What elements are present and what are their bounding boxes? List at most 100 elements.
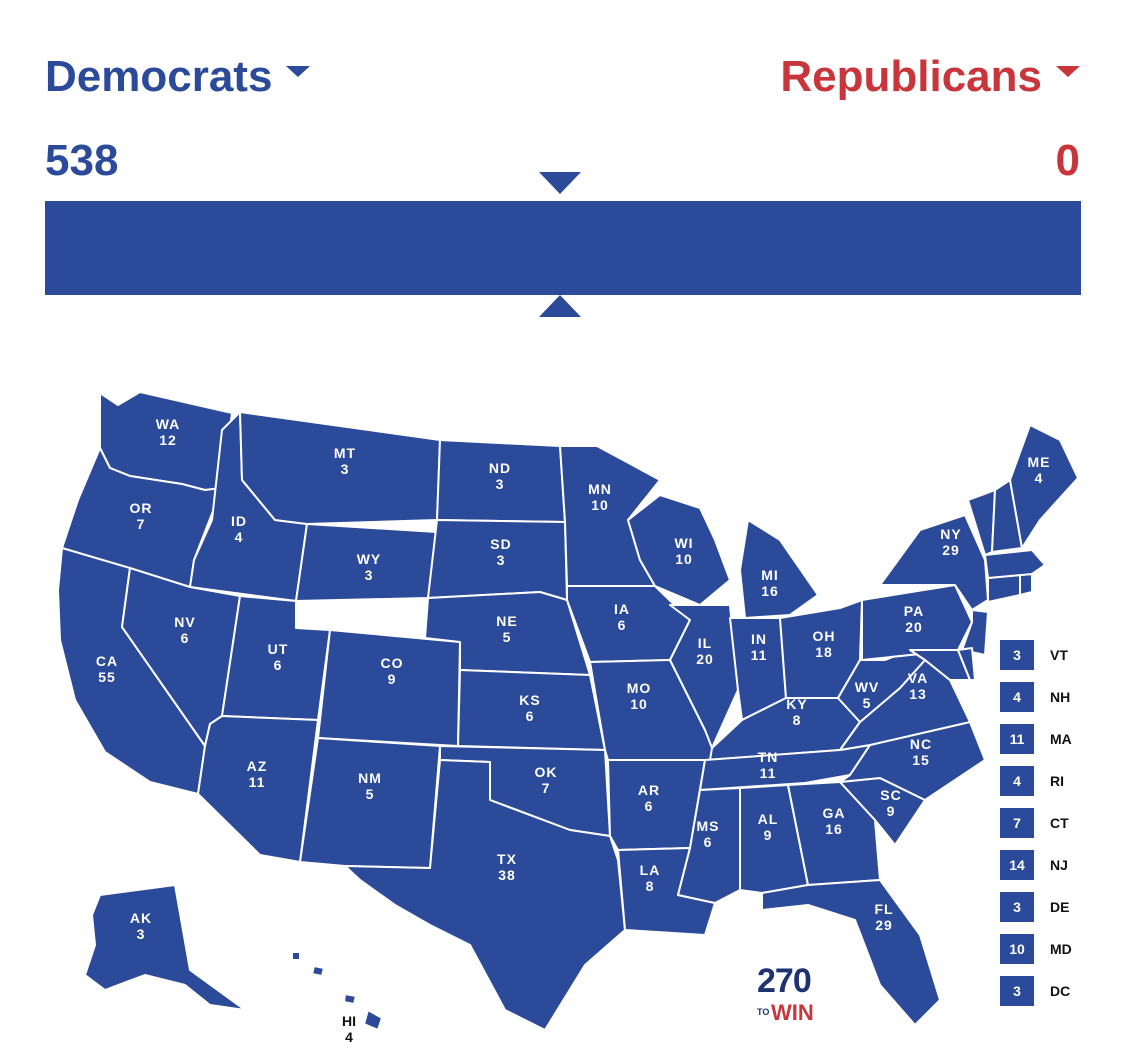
small-state-ev-box[interactable]: 10 bbox=[1000, 934, 1034, 964]
label-TX-abbr: TX bbox=[497, 851, 517, 867]
small-state-ev-box[interactable]: 3 bbox=[1000, 892, 1034, 922]
state-NY[interactable] bbox=[879, 514, 989, 611]
label-WA-ev: 12 bbox=[159, 432, 177, 448]
label-AZ-abbr: AZ bbox=[247, 758, 268, 774]
state-FL[interactable] bbox=[761, 879, 941, 1026]
label-CA-abbr: CA bbox=[96, 653, 118, 669]
label-WA-abbr: WA bbox=[156, 416, 181, 432]
small-state-row: 11 MA bbox=[1000, 724, 1110, 754]
state-RI[interactable] bbox=[1019, 573, 1033, 596]
state-HI-oahu[interactable] bbox=[311, 965, 325, 977]
small-state-abbr: MA bbox=[1050, 731, 1072, 747]
label-CA-ev: 55 bbox=[98, 669, 116, 685]
label-MO-abbr: MO bbox=[627, 680, 652, 696]
state-CO[interactable] bbox=[317, 629, 461, 747]
republicans-total: 0 bbox=[1055, 136, 1080, 185]
state-IA[interactable] bbox=[566, 585, 691, 663]
small-state-ev-box[interactable]: 14 bbox=[1000, 850, 1034, 880]
small-state-abbr: DC bbox=[1050, 983, 1071, 999]
label-LA-ev: 8 bbox=[646, 878, 655, 894]
small-state-abbr: CT bbox=[1050, 815, 1069, 831]
chevron-down-icon bbox=[286, 65, 311, 77]
label-NE-abbr: NE bbox=[496, 613, 517, 629]
label-KY-ev: 8 bbox=[793, 712, 802, 728]
label-KS-ev: 6 bbox=[526, 708, 535, 724]
state-DE[interactable] bbox=[957, 647, 976, 681]
label-IA-ev: 6 bbox=[618, 617, 627, 633]
democrats-dropdown[interactable]: Democrats bbox=[45, 52, 311, 102]
state-HI-main[interactable] bbox=[363, 1009, 383, 1031]
small-state-ev-box[interactable]: 11 bbox=[1000, 724, 1034, 754]
state-WI[interactable] bbox=[627, 494, 731, 606]
label-AR-ev: 6 bbox=[645, 798, 654, 814]
state-NM[interactable] bbox=[299, 737, 441, 869]
small-state-ev-box[interactable]: 7 bbox=[1000, 808, 1034, 838]
270-marker-bottom-icon bbox=[539, 295, 581, 317]
label-LA-abbr: LA bbox=[640, 862, 661, 878]
state-AR[interactable] bbox=[607, 759, 706, 851]
small-state-ev-box[interactable]: 4 bbox=[1000, 766, 1034, 796]
label-HI-ev: 4 bbox=[345, 1029, 353, 1045]
label-AZ-ev: 11 bbox=[249, 774, 266, 790]
state-HI-maui[interactable] bbox=[343, 993, 357, 1005]
state-ME[interactable] bbox=[1009, 424, 1079, 549]
state-MI[interactable] bbox=[739, 519, 819, 619]
small-state-ev-box[interactable]: 3 bbox=[1000, 640, 1034, 670]
label-FL-abbr: FL bbox=[874, 901, 893, 917]
state-labels: WA 12 OR 7 CA 55 ID 4 NV 6 MT 3 WY 3 UT … bbox=[96, 416, 1051, 1045]
label-FL-ev: 29 bbox=[875, 917, 893, 933]
label-AK-abbr: AK bbox=[130, 910, 152, 926]
state-AZ[interactable] bbox=[197, 715, 319, 863]
label-NY-ev: 29 bbox=[942, 542, 960, 558]
label-NC-abbr: NC bbox=[910, 736, 932, 752]
state-HI-kauai[interactable] bbox=[291, 951, 301, 961]
label-MN-abbr: MN bbox=[588, 481, 612, 497]
chevron-down-icon bbox=[1056, 65, 1080, 77]
label-MT-abbr: MT bbox=[334, 445, 356, 461]
logo-win: WIN bbox=[771, 1000, 814, 1025]
label-ID-ev: 4 bbox=[235, 529, 244, 545]
state-AK[interactable] bbox=[84, 884, 246, 1011]
label-PA-abbr: PA bbox=[904, 603, 924, 619]
label-OH-ev: 18 bbox=[815, 644, 833, 660]
label-WY-ev: 3 bbox=[365, 567, 374, 583]
label-SD-ev: 3 bbox=[497, 552, 506, 568]
republicans-label: Republicans bbox=[780, 52, 1042, 101]
label-NC-ev: 15 bbox=[912, 752, 930, 768]
label-IA-abbr: IA bbox=[614, 601, 630, 617]
state-TX[interactable] bbox=[344, 759, 626, 1031]
label-IN-ev: 11 bbox=[751, 647, 768, 663]
small-state-abbr: RI bbox=[1050, 773, 1064, 789]
label-NY-abbr: NY bbox=[940, 526, 961, 542]
label-MI-ev: 16 bbox=[761, 583, 779, 599]
270-marker-top-icon bbox=[539, 172, 581, 194]
small-state-row: 3 DE bbox=[1000, 892, 1110, 922]
label-WV-ev: 5 bbox=[863, 695, 872, 711]
state-PA[interactable] bbox=[861, 584, 973, 661]
label-IN-abbr: IN bbox=[751, 631, 767, 647]
label-AR-abbr: AR bbox=[638, 782, 660, 798]
label-CO-abbr: CO bbox=[381, 655, 404, 671]
label-HI-abbr: HI bbox=[342, 1013, 356, 1029]
state-GA[interactable] bbox=[787, 781, 881, 886]
label-WI-abbr: WI bbox=[674, 535, 693, 551]
label-KS-abbr: KS bbox=[519, 692, 540, 708]
democrats-label: Democrats bbox=[45, 52, 273, 101]
state-MD[interactable] bbox=[909, 649, 971, 681]
republicans-dropdown[interactable]: Republicans bbox=[780, 52, 1080, 102]
small-state-abbr: DE bbox=[1050, 899, 1070, 915]
label-ME-abbr: ME bbox=[1028, 454, 1051, 470]
label-AL-abbr: AL bbox=[758, 811, 779, 827]
label-OH-abbr: OH bbox=[813, 628, 836, 644]
small-state-ev-box[interactable]: 3 bbox=[1000, 976, 1034, 1006]
logo-number: 270 bbox=[757, 962, 812, 1000]
label-MN-ev: 10 bbox=[591, 497, 609, 513]
state-MA[interactable] bbox=[984, 549, 1046, 579]
state-NJ[interactable] bbox=[961, 609, 989, 656]
state-CT[interactable] bbox=[987, 574, 1021, 603]
small-state-row: 10 MD bbox=[1000, 934, 1110, 964]
label-NE-ev: 5 bbox=[503, 629, 512, 645]
label-NM-abbr: NM bbox=[358, 770, 382, 786]
small-state-ev-box[interactable]: 4 bbox=[1000, 682, 1034, 712]
